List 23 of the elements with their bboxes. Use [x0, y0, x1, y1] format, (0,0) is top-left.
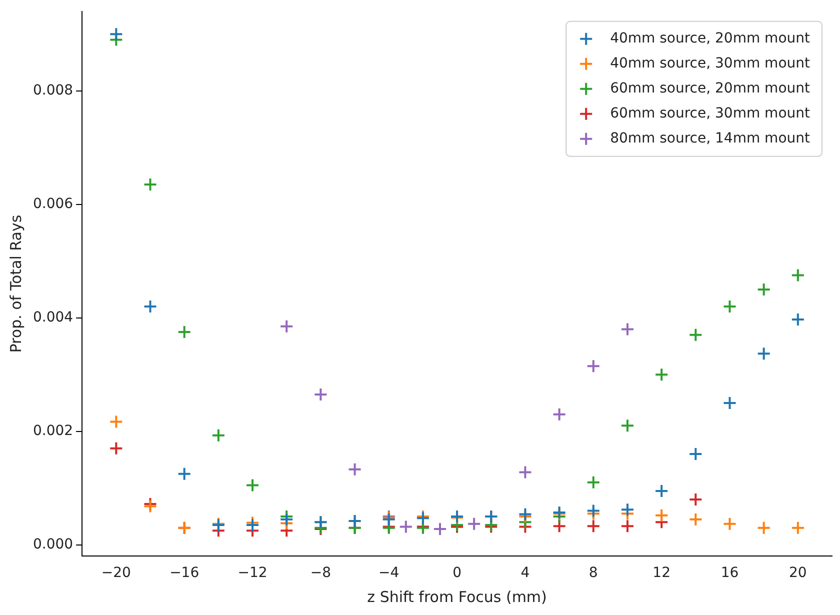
y-tick-label: 0.000 — [32, 536, 74, 552]
legend-label: 80mm source, 14mm mount — [610, 130, 811, 147]
x-tick-label: 12 — [652, 565, 670, 582]
y-tick-label: 0.006 — [32, 196, 74, 212]
y-tick-label: 0.008 — [32, 82, 74, 98]
x-tick-label: −20 — [101, 565, 131, 582]
y-axis-title: Prop. of Total Rays — [6, 214, 25, 353]
y-tick-label: 0.002 — [32, 422, 74, 439]
x-axis-title: z Shift from Focus (mm) — [367, 588, 547, 606]
x-tick-label: 8 — [588, 565, 598, 582]
x-tick-label: 20 — [789, 565, 807, 582]
x-tick-label: −8 — [310, 565, 332, 582]
legend-label: 60mm source, 20mm mount — [610, 80, 811, 97]
x-tick-label: −12 — [238, 565, 268, 582]
legend-label: 60mm source, 30mm mount — [610, 106, 811, 122]
x-tick-label: −16 — [170, 565, 200, 582]
legend-label: 40mm source, 20mm mount — [610, 30, 811, 47]
x-tick-label: 0 — [452, 565, 462, 582]
y-tick-label: 0.004 — [32, 309, 74, 326]
x-tick-label: −4 — [378, 565, 400, 582]
x-tick-label: 4 — [520, 565, 530, 582]
x-tick-label: 16 — [720, 565, 739, 582]
legend-label: 40mm source, 30mm mount — [610, 56, 811, 72]
